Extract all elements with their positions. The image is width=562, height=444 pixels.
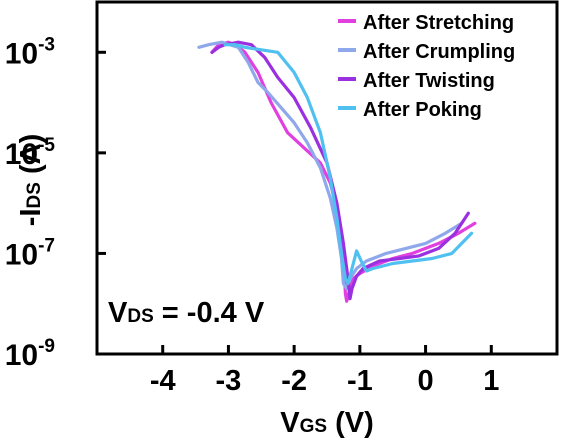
series-lines <box>197 40 477 303</box>
legend: After Stretching After Crumpling After Twi… <box>338 12 515 121</box>
y-tick-label: 10-3 <box>5 34 55 70</box>
x-tick-label: 0 <box>418 365 434 397</box>
series-line-3 <box>210 40 470 301</box>
x-tick-label: -1 <box>347 365 373 397</box>
series-line-4 <box>223 43 474 286</box>
plot-frame <box>95 0 559 356</box>
y-axis: 10-3 10-5 10-7 10-9 <box>5 34 106 372</box>
x-tick-label: -3 <box>216 365 242 397</box>
y-tick-label: 10-9 <box>5 336 55 372</box>
x-axis: -4 -3 -2 -1 0 1 <box>150 345 499 397</box>
legend-label: After Stretching <box>363 12 514 34</box>
vds-annotation: VDS = -0.4 V <box>108 297 265 329</box>
legend-label: After Poking <box>363 99 482 121</box>
legend-label: After Twisting <box>363 70 495 92</box>
x-tick-label: -4 <box>150 365 176 397</box>
legend-label: After Crumpling <box>363 41 515 63</box>
y-tick-label: 10-7 <box>5 235 55 271</box>
y-tick-label: 10-5 <box>5 135 56 171</box>
x-axis-label: VGS (V) <box>280 407 374 439</box>
y-axis-label: -IDS (A) <box>15 134 47 226</box>
x-tick-label: -2 <box>281 365 307 397</box>
x-tick-label: 1 <box>483 365 499 397</box>
series-line-2 <box>197 40 464 291</box>
